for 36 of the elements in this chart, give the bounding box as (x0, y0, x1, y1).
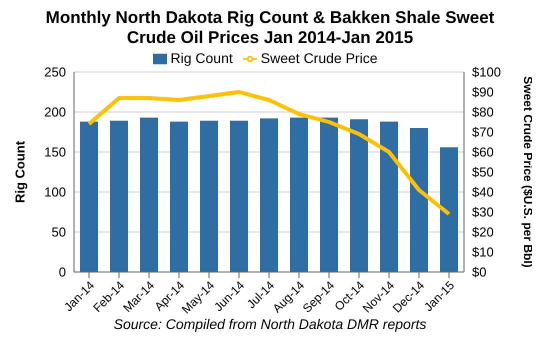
chart-title: Monthly North Dakota Rig Count & Bakken Shale Sweet Crude Oil Prices Jan 2014-Jan 2015 (44, 8, 496, 48)
bar (440, 147, 458, 272)
y2-tick-label: $50 (472, 164, 494, 180)
y2-tick-label: $80 (472, 104, 494, 120)
y2-tick-label: $10 (472, 244, 494, 260)
line-series (87, 90, 451, 216)
bar (110, 120, 128, 272)
bar (80, 122, 98, 272)
bar (170, 122, 188, 272)
legend-label: Rig Count (170, 50, 233, 66)
y-tick-label: 200 (44, 104, 66, 120)
legend-label: Sweet Crude Price (260, 50, 378, 66)
bar (410, 128, 428, 272)
y-tick-label: 0 (58, 264, 66, 280)
y-tick-label: 100 (44, 184, 66, 200)
y2-tick-label: $0 (472, 264, 486, 280)
bar (290, 118, 308, 272)
bar (260, 118, 278, 272)
y2-tick-label: $30 (472, 204, 494, 220)
y2-tick-label: $40 (472, 184, 494, 200)
y2-tick-label: $60 (472, 144, 494, 160)
y2-tick-label: $100 (472, 64, 501, 80)
y-tick-label: 250 (44, 64, 66, 80)
y2-tick-label: $90 (472, 84, 494, 100)
y2-tick-label: $20 (472, 224, 494, 240)
y-tick-label: 50 (52, 224, 66, 240)
bar (320, 118, 338, 272)
y-tick-label: 150 (44, 144, 66, 160)
bar (230, 120, 248, 272)
bar (350, 119, 368, 272)
bar (380, 122, 398, 272)
y2-tick-label: $70 (472, 124, 494, 140)
bar (200, 120, 218, 272)
source-note: Source: Compiled from North Dakota DMR reports (112, 316, 428, 332)
bar (140, 118, 158, 272)
y-axis-title: Rig Count (12, 140, 28, 204)
